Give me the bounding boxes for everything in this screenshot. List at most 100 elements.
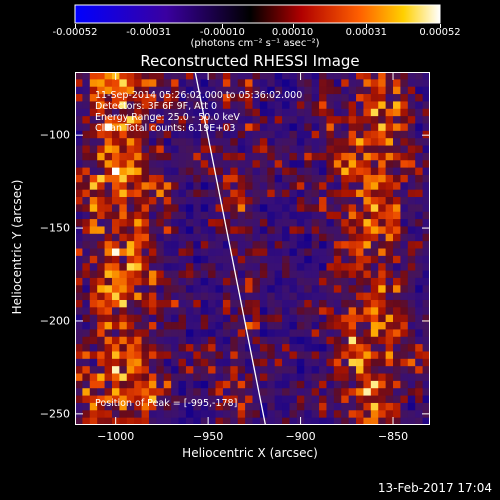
heatmap-cell xyxy=(126,248,135,257)
heatmap-cell xyxy=(163,219,172,227)
heatmap-cell xyxy=(230,410,239,419)
heatmap-cell xyxy=(200,292,209,301)
heatmap-cell xyxy=(274,138,283,146)
heatmap-cell xyxy=(134,307,142,316)
heatmap-cell xyxy=(378,395,387,404)
heatmap-cell xyxy=(178,255,187,264)
heatmap-cell xyxy=(171,299,179,308)
heatmap-cell xyxy=(237,219,246,227)
heatmap-cell xyxy=(348,402,357,411)
heatmap-cell xyxy=(134,145,142,154)
heatmap-cell xyxy=(119,285,128,294)
heatmap-cell xyxy=(171,388,179,396)
heatmap-cell xyxy=(407,130,416,139)
heatmap-cell xyxy=(348,395,357,404)
heatmap-cell xyxy=(326,152,335,161)
heatmap-cell xyxy=(311,182,320,191)
heatmap-cell xyxy=(378,292,387,301)
heatmap-cell xyxy=(82,270,91,279)
heatmap-cell xyxy=(348,233,357,242)
heatmap-cell xyxy=(208,248,216,257)
heatmap-cell xyxy=(141,204,150,213)
heatmap-cell xyxy=(193,322,202,330)
heatmap-cell xyxy=(274,322,283,330)
heatmap-cell xyxy=(230,211,239,220)
heatmap-cell xyxy=(267,366,276,374)
heatmap-cell xyxy=(119,277,128,286)
heatmap-cell xyxy=(156,211,165,220)
heatmap-cell xyxy=(126,388,135,396)
heatmap-cell xyxy=(407,263,416,271)
heatmap-cell xyxy=(126,145,135,154)
heatmap-cell xyxy=(141,336,150,345)
heatmap-cell xyxy=(148,79,157,88)
heatmap-cell xyxy=(230,145,239,154)
heatmap-cell xyxy=(252,417,261,425)
heatmap-cell xyxy=(348,285,357,294)
heatmap-cell xyxy=(326,322,335,330)
heatmap-cell xyxy=(311,395,320,404)
heatmap-cell xyxy=(378,219,387,227)
heatmap-cell xyxy=(311,358,320,367)
heatmap-cell xyxy=(356,270,364,279)
heatmap-cell xyxy=(422,255,430,264)
heatmap-cell xyxy=(200,101,209,110)
heatmap-cell xyxy=(348,145,357,154)
heatmap-cell xyxy=(75,174,83,183)
heatmap-cell xyxy=(370,351,379,360)
heatmap-cell xyxy=(208,108,216,117)
heatmap-cell xyxy=(230,233,239,242)
heatmap-cell xyxy=(348,255,357,264)
heatmap-cell xyxy=(215,307,224,316)
heatmap-cell xyxy=(222,204,231,213)
heatmap-cell xyxy=(385,395,394,404)
heatmap-cell xyxy=(348,226,357,235)
heatmap-cell xyxy=(348,72,357,80)
heatmap-cell xyxy=(230,292,239,301)
heatmap-cell xyxy=(75,219,83,227)
heatmap-cell xyxy=(282,108,290,117)
heatmap-cell xyxy=(319,417,327,425)
heatmap-cell xyxy=(134,204,142,213)
heatmap-cell xyxy=(97,314,105,323)
heatmap-cell xyxy=(252,285,261,294)
heatmap-cell xyxy=(393,123,401,132)
heatmap-cell xyxy=(178,211,187,220)
heatmap-cell xyxy=(119,101,128,110)
heatmap-cell xyxy=(356,233,364,242)
heatmap-cell xyxy=(104,314,113,323)
heatmap-cell xyxy=(148,336,157,345)
heatmap-cell xyxy=(356,388,364,396)
heatmap-cell xyxy=(385,197,394,205)
heatmap-cell xyxy=(156,417,165,425)
heatmap-cell xyxy=(126,160,135,168)
heatmap-cell xyxy=(82,189,91,198)
heatmap-cell xyxy=(274,344,283,352)
heatmap-cell xyxy=(200,410,209,419)
heatmap-cell xyxy=(259,130,268,139)
heatmap-cell xyxy=(111,108,120,117)
heatmap-cell xyxy=(282,299,290,308)
heatmap-cell xyxy=(141,417,150,425)
heatmap-cell xyxy=(289,233,298,242)
heatmap-cell xyxy=(422,263,430,271)
heatmap-cell xyxy=(267,255,276,264)
heatmap-cell xyxy=(82,248,91,257)
heatmap-cell xyxy=(215,270,224,279)
heatmap-cell xyxy=(326,130,335,139)
heatmap-cell xyxy=(348,79,357,88)
heatmap-cell xyxy=(259,226,268,235)
heatmap-cell xyxy=(171,329,179,338)
heatmap-cell xyxy=(222,263,231,271)
heatmap-cell xyxy=(319,263,327,271)
heatmap-cell xyxy=(326,299,335,308)
heatmap-cell xyxy=(282,79,290,88)
heatmap-cell xyxy=(304,204,313,213)
heatmap-cell xyxy=(230,174,239,183)
heatmap-cell xyxy=(400,145,409,154)
heatmap-cell xyxy=(245,101,253,110)
heatmap-cell xyxy=(126,336,135,345)
heatmap-cell xyxy=(245,138,253,146)
heatmap-cell xyxy=(289,277,298,286)
heatmap-cell xyxy=(274,152,283,161)
